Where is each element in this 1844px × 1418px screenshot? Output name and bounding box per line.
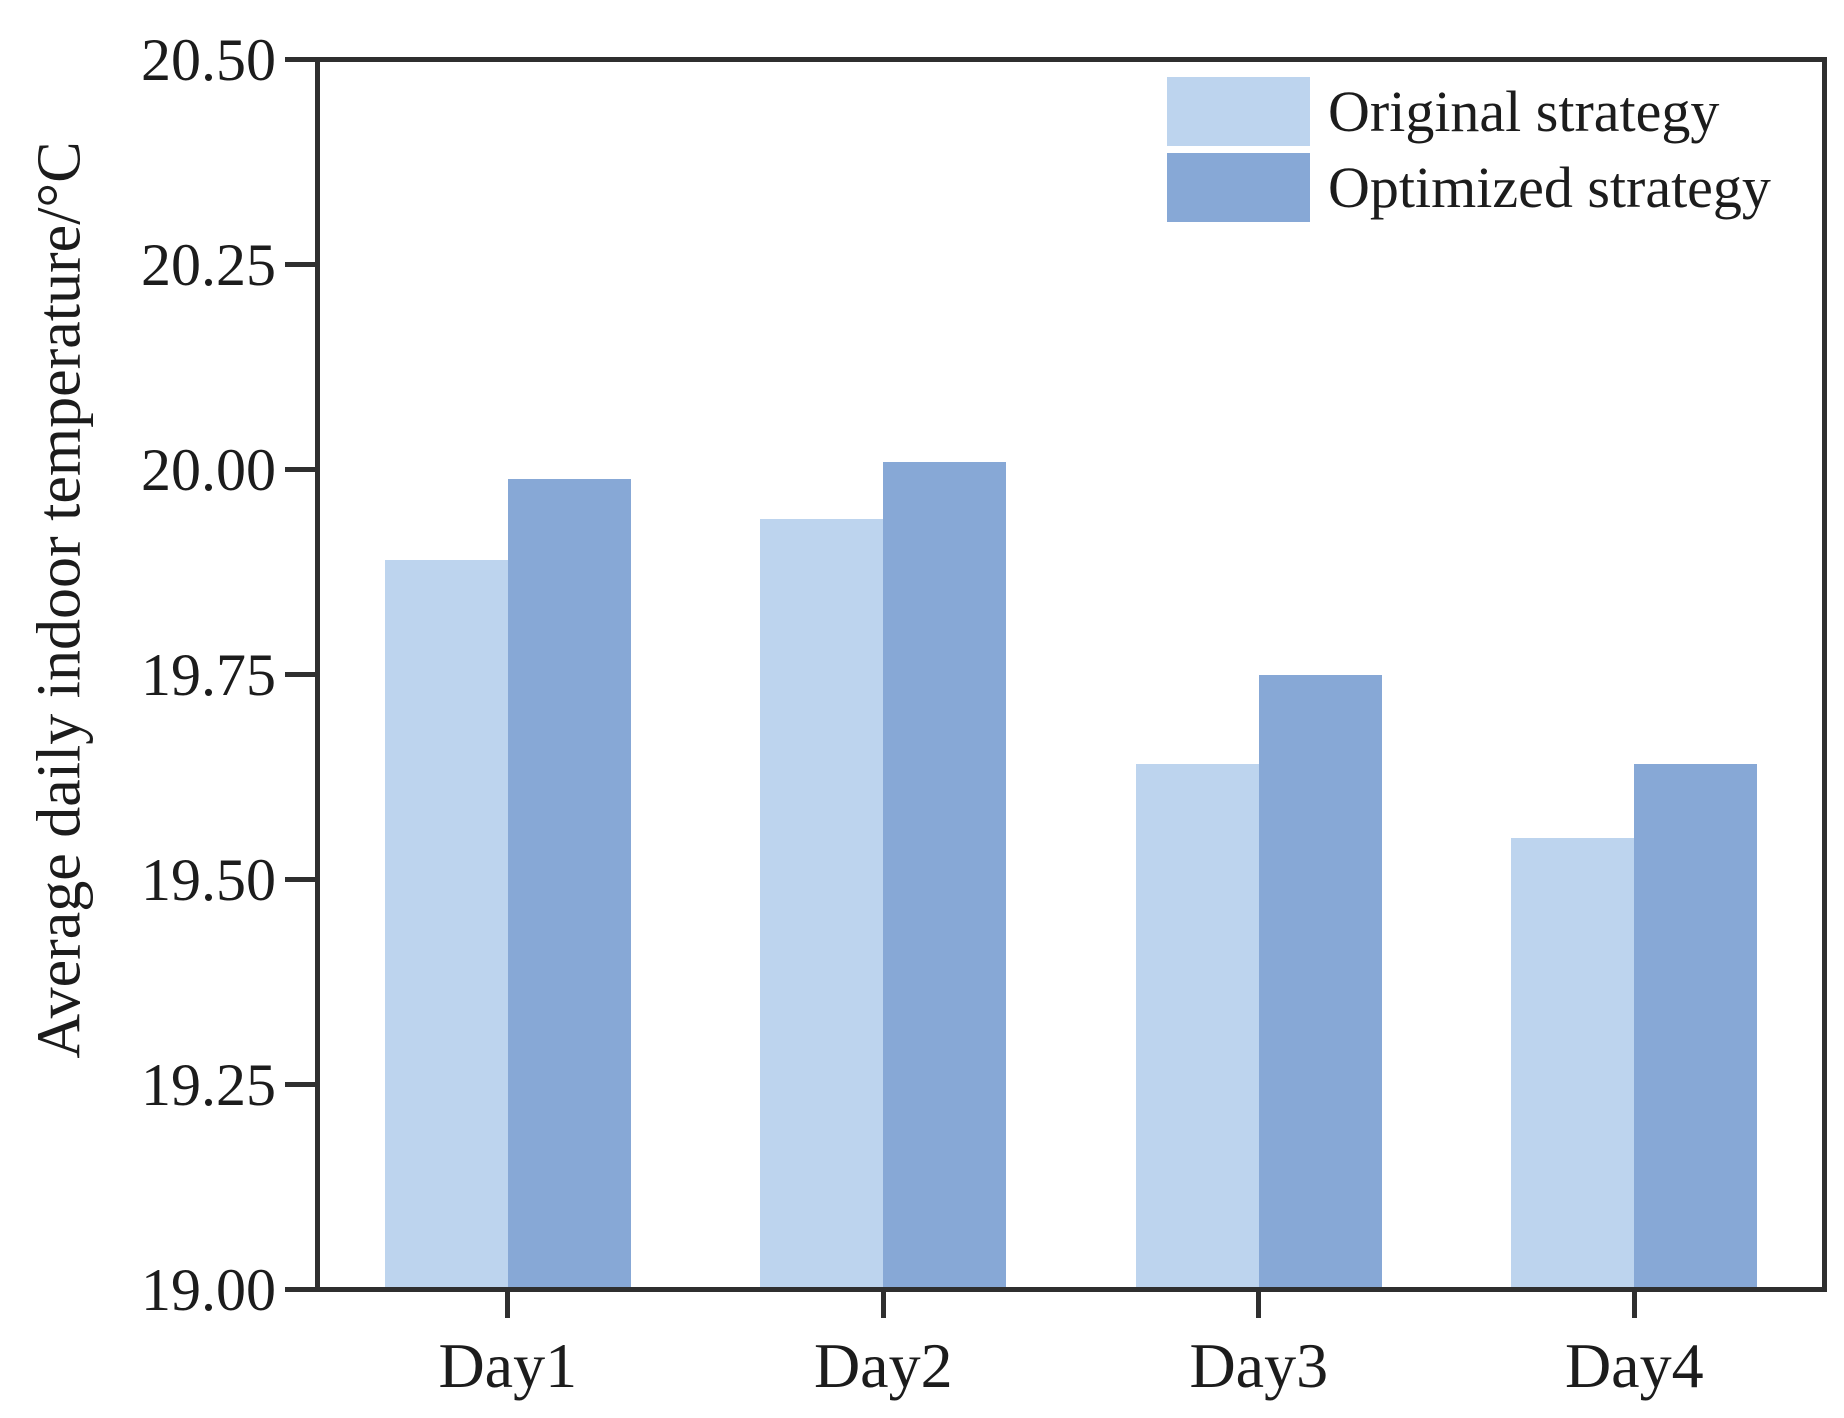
legend-swatch-original: [1167, 77, 1310, 146]
bar-original-day4: [1511, 837, 1635, 1287]
y-tick-label: 19.50: [141, 846, 276, 913]
bars-layer: [320, 62, 1822, 1287]
bar-original-day1: [384, 560, 508, 1287]
y-tick-mark: [285, 877, 315, 882]
x-tick-label-day4: Day4: [1564, 1330, 1704, 1401]
x-tick-mark: [505, 1292, 511, 1318]
bar-optimized-day3: [1258, 674, 1382, 1287]
y-tick-mark: [285, 1082, 315, 1087]
legend-swatch-optimized: [1167, 153, 1310, 222]
y-tick-mark: [285, 57, 315, 62]
bar-optimized-day4: [1634, 764, 1758, 1287]
x-tick-label-day3: Day3: [1189, 1330, 1329, 1401]
y-tick-mark: [285, 672, 315, 677]
y-tick-mark: [285, 262, 315, 267]
bar-original-day2: [760, 519, 884, 1287]
bar-optimized-day2: [883, 462, 1007, 1287]
plot-area: Original strategy Optimized strategy: [315, 57, 1827, 1292]
y-tick-label: 19.25: [141, 1051, 276, 1118]
x-tick-mark: [1631, 1292, 1637, 1318]
y-tick-mark: [285, 1287, 315, 1292]
bar-original-day3: [1135, 764, 1259, 1287]
legend-item-optimized: Optimized strategy: [1167, 153, 1771, 222]
y-tick-label: 20.50: [141, 26, 276, 93]
legend-label-optimized: Optimized strategy: [1328, 155, 1771, 220]
y-tick-label: 19.75: [141, 641, 276, 708]
x-tick-label-day2: Day2: [813, 1330, 953, 1401]
y-tick-label: 19.00: [141, 1256, 276, 1323]
x-tick-mark: [1256, 1292, 1262, 1318]
bar-optimized-day1: [507, 478, 631, 1287]
y-tick-label: 20.00: [141, 436, 276, 503]
x-tick-label-day1: Day1: [438, 1330, 578, 1401]
legend-item-original: Original strategy: [1167, 77, 1771, 146]
legend: Original strategy Optimized strategy: [1167, 77, 1771, 222]
x-tick-mark: [880, 1292, 886, 1318]
y-tick-mark: [285, 467, 315, 472]
y-tick-label: 20.25: [141, 231, 276, 298]
legend-label-original: Original strategy: [1328, 79, 1720, 144]
